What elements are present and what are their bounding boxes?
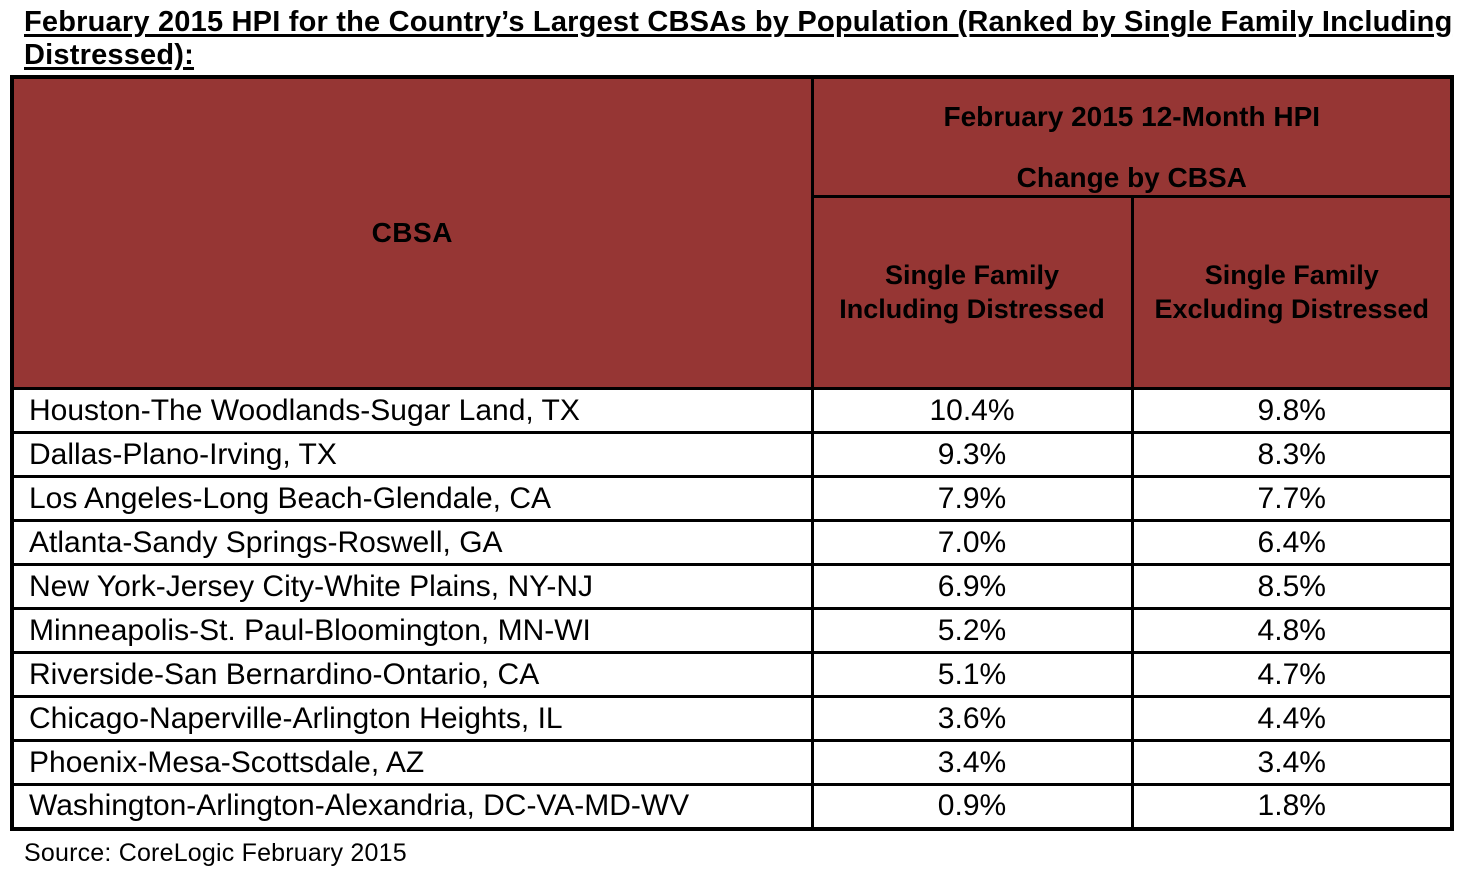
excluding-distressed-value-cell: 8.3% [1130, 431, 1454, 479]
cbsa-name-cell: Dallas-Plano-Irving, TX [10, 431, 814, 479]
page-title: February 2015 HPI for the Country’s Larg… [24, 6, 1453, 72]
table-row: Dallas-Plano-Irving, TX 9.3% 8.3% [10, 431, 1454, 479]
table-row: Houston-The Woodlands-Sugar Land, TX 10.4… [10, 387, 1454, 435]
including-distressed-value-cell: 9.3% [810, 431, 1134, 479]
cbsa-name-cell: Houston-The Woodlands-Sugar Land, TX [10, 387, 814, 435]
cbsa-name-cell: Washington-Arlington-Alexandria, DC-VA-M… [10, 783, 814, 831]
including-distressed-value-cell: 7.9% [810, 475, 1134, 523]
excluding-distressed-value-cell: 4.4% [1130, 695, 1454, 743]
excluding-distressed-value-cell: 1.8% [1130, 783, 1454, 831]
including-distressed-value-cell: 10.4% [810, 387, 1134, 435]
source-note: Source: CoreLogic February 2015 [24, 838, 407, 867]
table-row: Atlanta-Sandy Springs-Roswell, GA 7.0% 6.4… [10, 519, 1454, 567]
cbsa-name-cell: Atlanta-Sandy Springs-Roswell, GA [10, 519, 814, 567]
hpi-table: CBSA February 2015 12-Month HPI Change b… [10, 75, 1454, 831]
table-row: Los Angeles-Long Beach-Glendale, CA 7.9% 7… [10, 475, 1454, 523]
column-group-header: February 2015 12-Month HPI Change by CBS… [810, 75, 1454, 199]
cbsa-name-cell: Riverside-San Bernardino-Ontario, CA [10, 651, 814, 699]
table-body: Houston-The Woodlands-Sugar Land, TX 10.4… [10, 387, 1454, 831]
excluding-distressed-value-cell: 9.8% [1130, 387, 1454, 435]
including-distressed-value-cell: 5.2% [810, 607, 1134, 655]
including-distressed-value-cell: 3.6% [810, 695, 1134, 743]
excluding-distressed-value-cell: 4.7% [1130, 651, 1454, 699]
column-header-single-family-excluding-distressed: Single Family Excluding Distressed [1130, 195, 1454, 391]
table-row: New York-Jersey City-White Plains, NY-NJ… [10, 563, 1454, 611]
group-header-line1: February 2015 12-Month HPI [943, 101, 1321, 133]
column-header-single-family-including-distressed: Single Family Including Distressed [810, 195, 1134, 391]
table-header: CBSA February 2015 12-Month HPI Change b… [10, 75, 1454, 391]
cbsa-name-cell: Los Angeles-Long Beach-Glendale, CA [10, 475, 814, 523]
excluding-distressed-value-cell: 6.4% [1130, 519, 1454, 567]
table-row: Phoenix-Mesa-Scottsdale, AZ 3.4% 3.4% [10, 739, 1454, 787]
including-distressed-value-cell: 7.0% [810, 519, 1134, 567]
table-row: Washington-Arlington-Alexandria, DC-VA-M… [10, 783, 1454, 831]
excluding-distressed-value-cell: 4.8% [1130, 607, 1454, 655]
table-row: Minneapolis-St. Paul-Bloomington, MN-WI 5… [10, 607, 1454, 655]
group-header-line2: Change by CBSA [1016, 162, 1247, 194]
excluding-distressed-value-cell: 7.7% [1130, 475, 1454, 523]
excluding-distressed-value-cell: 8.5% [1130, 563, 1454, 611]
cbsa-name-cell: Minneapolis-St. Paul-Bloomington, MN-WI [10, 607, 814, 655]
column-header-cbsa: CBSA [10, 75, 814, 391]
including-distressed-value-cell: 5.1% [810, 651, 1134, 699]
table-row: Riverside-San Bernardino-Ontario, CA 5.1%… [10, 651, 1454, 699]
table-row: Chicago-Naperville-Arlington Heights, IL… [10, 695, 1454, 743]
including-distressed-value-cell: 0.9% [810, 783, 1134, 831]
including-distressed-value-cell: 3.4% [810, 739, 1134, 787]
excluding-distressed-value-cell: 3.4% [1130, 739, 1454, 787]
cbsa-name-cell: New York-Jersey City-White Plains, NY-NJ [10, 563, 814, 611]
cbsa-name-cell: Phoenix-Mesa-Scottsdale, AZ [10, 739, 814, 787]
including-distressed-value-cell: 6.9% [810, 563, 1134, 611]
cbsa-name-cell: Chicago-Naperville-Arlington Heights, IL [10, 695, 814, 743]
